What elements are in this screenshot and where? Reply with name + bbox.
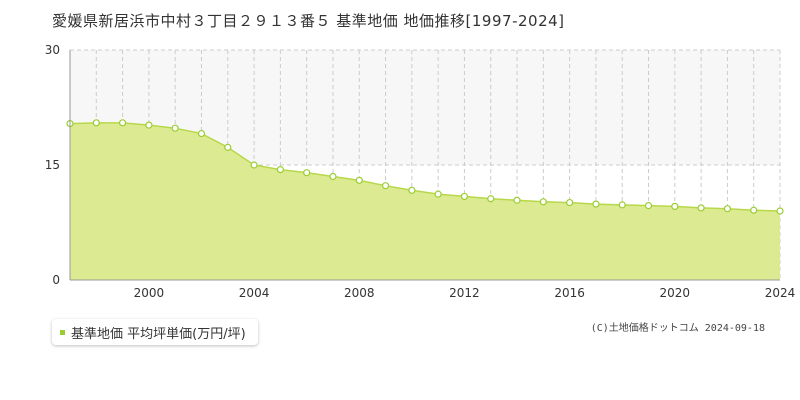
legend: 基準地価 平均坪単価(万円/坪): [52, 319, 258, 345]
data-point: [644, 202, 653, 210]
x-tick-label: 2020: [660, 286, 691, 300]
data-point: [408, 186, 416, 194]
y-tick-labels: 0 15 30: [45, 43, 60, 287]
data-point: [171, 124, 179, 132]
x-tick-label: 2004: [239, 286, 270, 300]
x-tick-label: 2000: [134, 286, 165, 300]
data-point: [145, 121, 153, 129]
y-tick-label: 15: [45, 158, 60, 172]
data-point: [697, 204, 705, 212]
x-tick-label: 2008: [344, 286, 375, 300]
x-tick-label: 2016: [554, 286, 585, 300]
data-point: [303, 169, 311, 177]
data-point: [92, 119, 100, 127]
data-point: [513, 196, 521, 204]
data-point: [566, 198, 574, 207]
y-tick-label: 0: [52, 273, 60, 287]
data-point: [224, 143, 232, 151]
data-point: [276, 166, 284, 174]
credit-text: (C)土地価格ドットコム 2024-09-18: [590, 323, 765, 334]
data-point: [355, 176, 363, 184]
data-point: [671, 202, 679, 210]
legend-label: 基準地価 平均坪単価(万円/坪): [71, 326, 246, 342]
data-point: [750, 206, 758, 214]
y-tick-label: 30: [45, 43, 60, 57]
x-tick-label: 2012: [449, 286, 480, 300]
data-point: [329, 172, 337, 181]
x-tick-labels: 2000 2004 2008 2012 2016 2020 2024: [134, 286, 796, 300]
data-point: [197, 129, 206, 138]
chart-title: 愛媛県新居浜市中村３丁目２９１３番５ 基準地価 地価推移[1997-2024]: [52, 12, 565, 30]
data-point: [381, 182, 390, 190]
data-point: [618, 201, 626, 209]
data-point: [592, 200, 600, 208]
data-point: [776, 207, 784, 215]
data-point: [250, 161, 258, 169]
data-point: [723, 205, 732, 213]
series-line: [69, 122, 781, 212]
data-point: [118, 119, 127, 127]
x-tick-label: 2024: [765, 286, 796, 300]
data-point: [434, 190, 442, 198]
legend-swatch: [60, 329, 65, 335]
data-point: [460, 192, 469, 201]
data-point: [539, 198, 547, 206]
series-area: [70, 122, 780, 280]
data-point: [487, 195, 495, 203]
